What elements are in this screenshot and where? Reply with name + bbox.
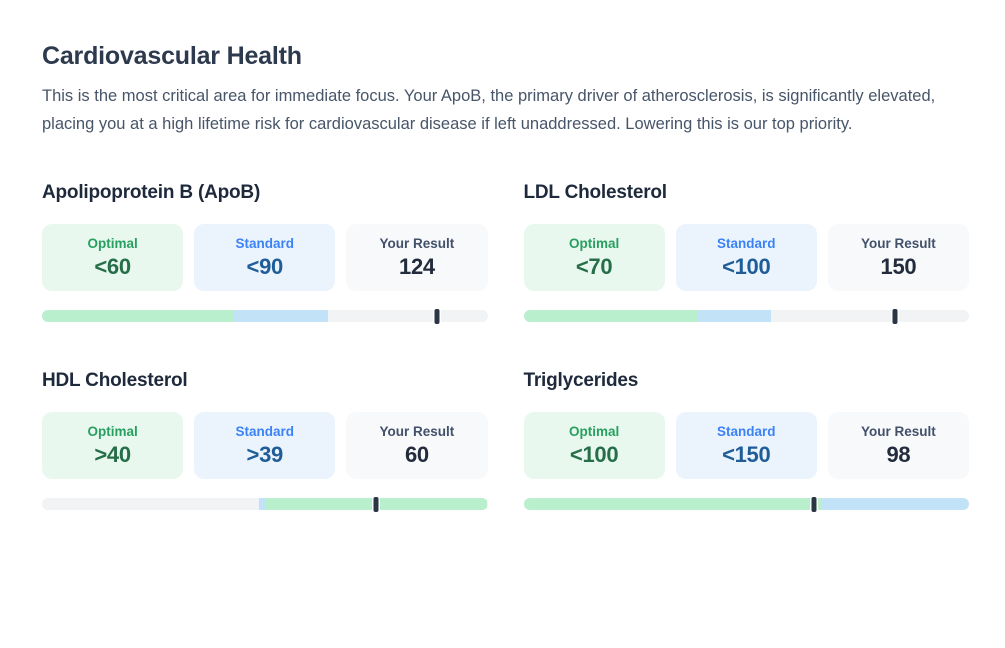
optimal-value: <100 (569, 441, 619, 467)
result-value: 60 (404, 441, 429, 467)
optimal-value: <60 (94, 253, 131, 279)
optimal-label: Optimal (87, 235, 138, 251)
optimal-label: Optimal (568, 423, 620, 439)
result-value: 124 (399, 253, 435, 279)
metric-title-apob: Apolipoprotein B (ApoB) (42, 182, 261, 203)
metric-card-apob: Apolipoprotein B (ApoB) Optimal <60 Stan… (42, 182, 488, 324)
page-description: This is the most critical area for immed… (42, 87, 936, 133)
metric-grid: Apolipoprotein B (ApoB) Optimal <60 Stan… (42, 182, 970, 512)
result-marker (811, 496, 817, 512)
result-label: Your Result (379, 423, 455, 439)
optimal-value: <70 (575, 253, 613, 279)
result-box: Your Result 60 (346, 412, 488, 479)
value-boxes: Optimal >40 Standard >39 Your Result 60 (42, 412, 488, 479)
value-boxes: Optimal <100 Standard <150 Your Result 9… (523, 412, 970, 479)
optimal-label: Optimal (568, 235, 620, 251)
metric-card-triglycerides: Triglycerides Optimal <100 Standard <150… (523, 370, 970, 512)
standard-label: Standard (717, 423, 776, 439)
result-value: 150 (880, 253, 917, 279)
range-bar (42, 496, 488, 512)
metric-title-ldl: LDL Cholesterol (523, 182, 668, 203)
standard-value: <150 (722, 441, 771, 467)
result-marker (373, 496, 379, 512)
standard-box: Standard <90 (194, 224, 336, 291)
metric-title-hdl: HDL Cholesterol (42, 370, 188, 391)
result-label: Your Result (861, 235, 936, 251)
result-label: Your Result (379, 235, 455, 251)
optimal-label: Optimal (87, 423, 138, 439)
optimal-value: >40 (94, 441, 131, 467)
range-bar-track (42, 498, 488, 510)
result-box: Your Result 150 (827, 224, 970, 291)
standard-box: Standard <150 (675, 412, 817, 479)
range-bar-track (523, 310, 969, 322)
standard-value: <100 (722, 253, 771, 279)
optimal-box: Optimal <70 (523, 224, 665, 291)
value-boxes: Optimal <70 Standard <100 Your Result 15… (523, 224, 970, 291)
range-bar (523, 496, 969, 512)
value-boxes: Optimal <60 Standard <90 Your Result 124 (42, 224, 488, 291)
optimal-box: Optimal <60 (42, 224, 184, 291)
standard-value: <90 (246, 253, 284, 279)
standard-value: >39 (246, 441, 284, 467)
standard-label: Standard (717, 235, 776, 251)
result-box: Your Result 124 (346, 224, 488, 291)
standard-label: Standard (235, 235, 295, 251)
standard-box: Standard <100 (675, 224, 817, 291)
metric-card-ldl: LDL Cholesterol Optimal <70 Standard <10… (523, 182, 970, 324)
metric-card-hdl: HDL Cholesterol Optimal >40 Standard >39… (42, 370, 488, 512)
range-bar-track (42, 310, 488, 322)
result-marker (434, 308, 440, 324)
metric-title-triglycerides: Triglycerides (523, 370, 639, 391)
optimal-box: Optimal <100 (523, 412, 665, 479)
result-value: 98 (886, 441, 911, 467)
result-box: Your Result 98 (827, 412, 970, 479)
range-bar (42, 308, 488, 324)
standard-label: Standard (235, 423, 295, 439)
page-title: Cardiovascular Health (42, 42, 302, 70)
optimal-box: Optimal >40 (42, 412, 184, 479)
result-label: Your Result (861, 423, 936, 439)
range-bar (523, 308, 969, 324)
range-bar-track (523, 498, 969, 510)
standard-box: Standard >39 (194, 412, 336, 479)
result-marker (892, 308, 898, 324)
